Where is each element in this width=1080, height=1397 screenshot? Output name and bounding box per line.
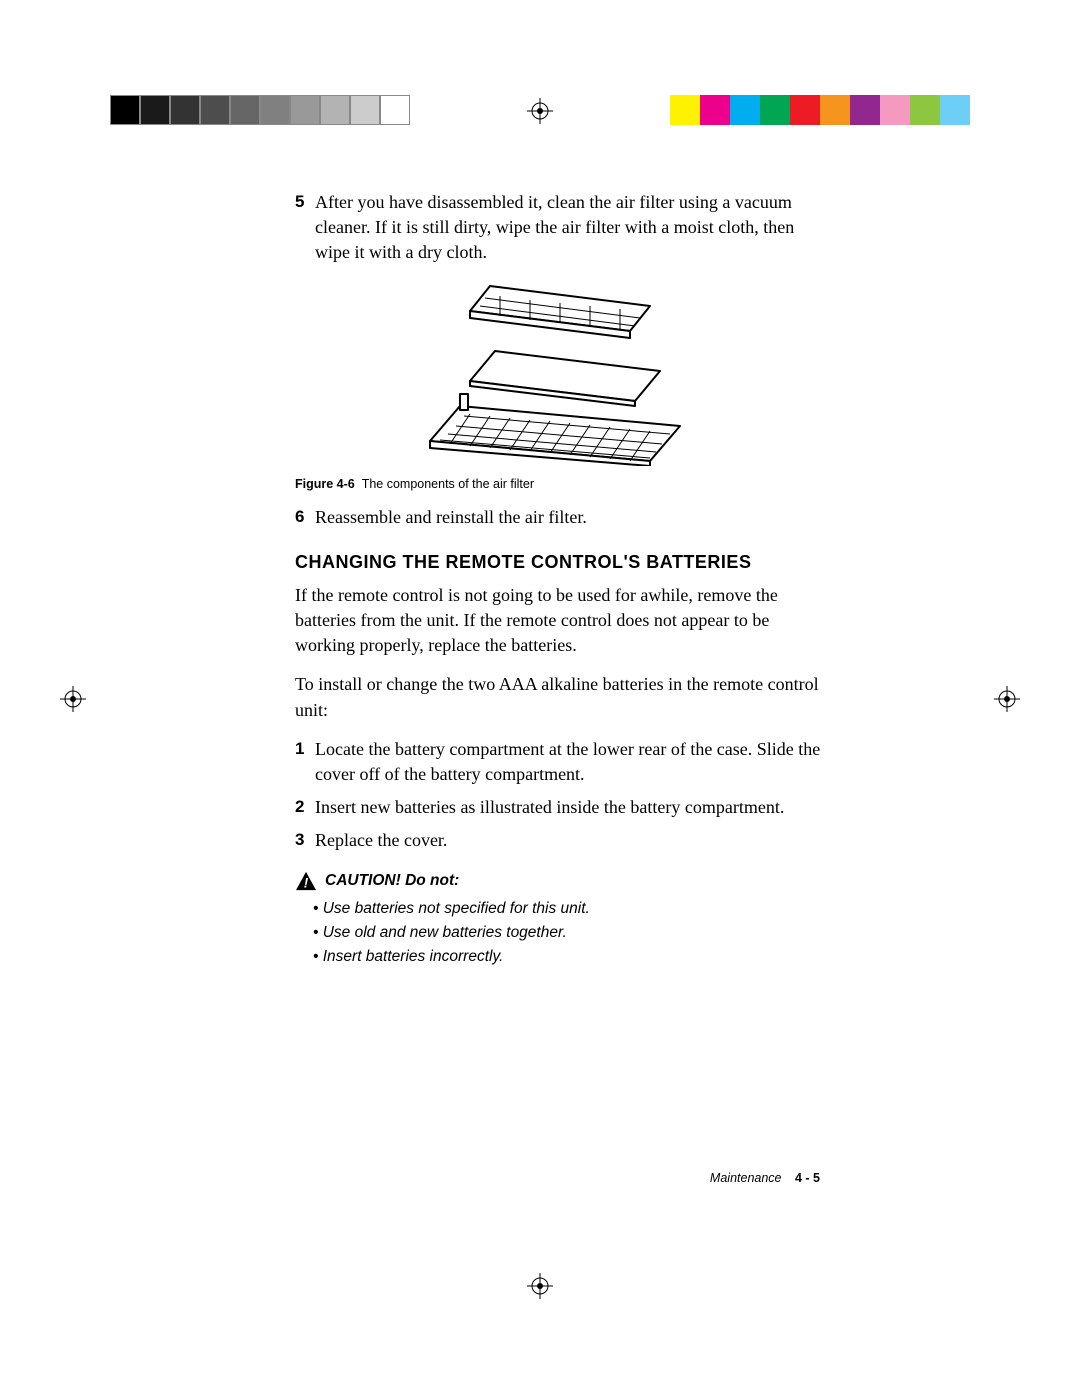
numbered-step: 1Locate the battery compartment at the l… [295,737,825,787]
swatch [200,95,230,125]
swatch [910,95,940,125]
swatch [760,95,790,125]
swatch [350,95,380,125]
figure-caption: Figure 4-6 The components of the air fil… [295,477,825,491]
section-heading: CHANGING THE REMOTE CONTROL'S BATTERIES [295,552,825,573]
swatch [730,95,760,125]
content-area: 5After you have disassembled it, clean t… [295,190,825,970]
swatch [290,95,320,125]
swatch [260,95,290,125]
numbered-step: 3Replace the cover. [295,828,825,853]
swatch [850,95,880,125]
air-filter-figure [295,276,825,471]
caution-item: Insert batteries incorrectly. [313,945,825,969]
swatch [790,95,820,125]
caution-item: Use old and new batteries together. [313,921,825,945]
footer-page-number: 4 - 5 [795,1171,820,1185]
footer-section: Maintenance [710,1171,782,1185]
step-text: Reassemble and reinstall the air filter. [315,505,825,530]
swatch [820,95,850,125]
swatch [670,95,700,125]
svg-text:!: ! [304,876,309,891]
paragraph: If the remote control is not going to be… [295,583,825,659]
caution-block: ! CAUTION! Do not: Use batteries not spe… [295,869,825,969]
swatch [230,95,260,125]
caution-heading-text: CAUTION! Do not: [325,869,459,893]
step-number: 1 [295,737,315,787]
paragraph: To install or change the two AAA alkalin… [295,672,825,722]
swatch [140,95,170,125]
caution-item: Use batteries not specified for this uni… [313,897,825,921]
step-text: After you have disassembled it, clean th… [315,190,825,266]
swatch [940,95,970,125]
caution-heading: ! CAUTION! Do not: [295,869,825,893]
swatch [700,95,730,125]
step-number: 3 [295,828,315,853]
numbered-step: 5After you have disassembled it, clean t… [295,190,825,266]
swatch [380,95,410,125]
color-colorbar [670,95,970,125]
registration-mark-top [527,98,553,124]
swatch [320,95,350,125]
step-text: Locate the battery compartment at the lo… [315,737,825,787]
step-text: Insert new batteries as illustrated insi… [315,795,825,820]
figure-caption-text: The components of the air filter [362,477,534,491]
numbered-step: 6Reassemble and reinstall the air filter… [295,505,825,530]
swatch [880,95,910,125]
registration-mark-right [994,686,1020,712]
swatch [110,95,140,125]
step-text: Replace the cover. [315,828,825,853]
step-number: 5 [295,190,315,266]
step-number: 2 [295,795,315,820]
figure-caption-label: Figure 4-6 [295,477,355,491]
registration-mark-left [60,686,86,712]
step-number: 6 [295,505,315,530]
swatch [170,95,200,125]
warning-icon: ! [295,871,317,891]
grayscale-colorbar [110,95,410,125]
page: 5After you have disassembled it, clean t… [0,0,1080,1397]
page-footer: Maintenance 4 - 5 [710,1171,820,1185]
registration-mark-bottom [527,1273,553,1299]
numbered-step: 2Insert new batteries as illustrated ins… [295,795,825,820]
